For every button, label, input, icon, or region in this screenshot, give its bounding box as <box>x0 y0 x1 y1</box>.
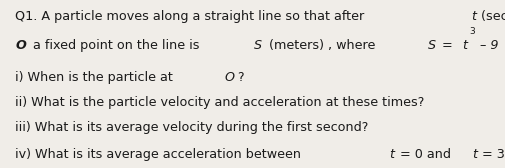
Text: ?: ? <box>236 71 243 84</box>
Text: a fixed point on the line is: a fixed point on the line is <box>29 39 204 52</box>
Text: = 3?: = 3? <box>477 148 505 161</box>
Text: iii) What is its average velocity during the first second?: iii) What is its average velocity during… <box>15 121 368 134</box>
Text: S: S <box>427 39 435 52</box>
Text: =: = <box>437 39 456 52</box>
Text: = 0 and: = 0 and <box>395 148 454 161</box>
Text: t: t <box>470 10 475 23</box>
Text: – 9: – 9 <box>476 39 498 52</box>
Text: 3: 3 <box>468 27 474 36</box>
Text: i) When is the particle at: i) When is the particle at <box>15 71 177 84</box>
Text: Q1. A particle moves along a straight line so that after: Q1. A particle moves along a straight li… <box>15 10 368 23</box>
Text: t: t <box>389 148 393 161</box>
Text: S: S <box>254 39 262 52</box>
Text: t: t <box>462 39 467 52</box>
Text: iv) What is its average acceleration between: iv) What is its average acceleration bet… <box>15 148 305 161</box>
Text: O: O <box>224 71 234 84</box>
Text: (seconds), its distance: (seconds), its distance <box>477 10 505 23</box>
Text: t: t <box>471 148 476 161</box>
Text: O: O <box>15 39 26 52</box>
Text: ii) What is the particle velocity and acceleration at these times?: ii) What is the particle velocity and ac… <box>15 96 424 109</box>
Text: (meters) , where: (meters) , where <box>264 39 390 52</box>
